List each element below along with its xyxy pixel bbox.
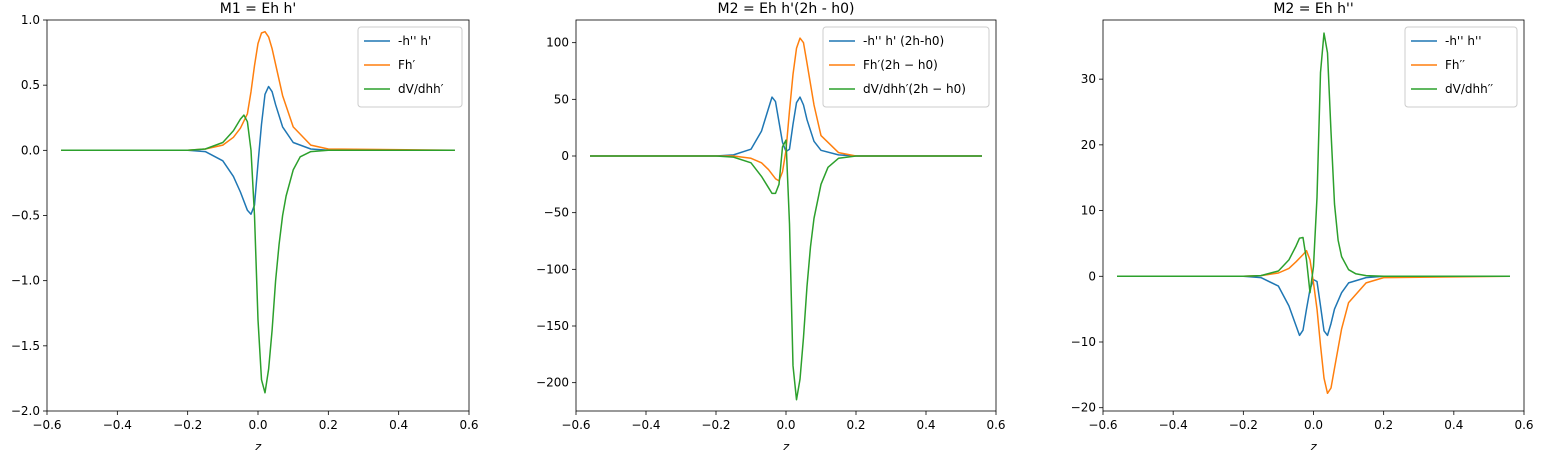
x-tick-label: −0.4 — [1159, 418, 1188, 432]
subplot-m2-2h-h0: M2 = Eh h'(2h - h0) −0.6 −0.4 −0.2 0.0 0.2 0.4… — [536, 1, 1006, 450]
x-axis-label: z — [1309, 440, 1317, 450]
subplot-m1: M1 = Eh h' −0.6 −0.4 −0.2 0.0 0.2 0.4 0.6 −2.0 −1… — [11, 1, 479, 450]
legend-box — [822, 26, 990, 108]
x-tick-label: −0.6 — [1088, 418, 1117, 432]
chart-title: M1 = Eh h' — [220, 1, 297, 17]
series-line-0 — [590, 96, 982, 157]
legend-label: dV/dhh′′ — [1445, 82, 1493, 96]
x-tick-label: 0.0 — [776, 418, 795, 432]
subplot-m2-hpp: M2 = Eh h'' −0.6 −0.4 −0.2 0.0 0.2 0.4 0.6 −20 −1… — [1071, 1, 1534, 450]
y-tick-label: −1.5 — [11, 339, 40, 353]
series-line-2 — [61, 114, 455, 394]
y-tick-label: 10 — [1081, 204, 1096, 218]
legend-label: -h'' h' (2h-h0) — [863, 34, 944, 48]
y-tick-label: −10 — [1071, 335, 1096, 349]
series-line-1 — [61, 30, 455, 152]
legend-box — [357, 26, 463, 108]
series-line-2 — [590, 139, 982, 401]
series-line-1 — [590, 37, 982, 182]
legend-label: -h'' h' — [398, 34, 431, 48]
x-tick-label: 0.2 — [846, 418, 865, 432]
legend: -h'' h' Fh′ dV/dhh′ — [357, 26, 463, 108]
x-tick-label: −0.2 — [1229, 418, 1258, 432]
x-tick-label: −0.4 — [631, 418, 660, 432]
x-tick-label: 0.4 — [389, 418, 408, 432]
chart-title: M2 = Eh h'(2h - h0) — [718, 1, 855, 17]
x-tick-label: −0.6 — [32, 418, 61, 432]
plot-frame — [1102, 19, 1525, 412]
series-line-0 — [1117, 275, 1510, 337]
x-tick-label: 0.6 — [986, 418, 1005, 432]
y-tick-label: −1.0 — [11, 274, 40, 288]
y-tick-label: −200 — [536, 376, 569, 390]
x-tick-label: 0.0 — [248, 418, 267, 432]
y-tick-label: 0.0 — [21, 143, 40, 157]
legend-label: dV/dhh′(2h − h0) — [863, 82, 966, 96]
y-tick-label: 20 — [1081, 138, 1096, 152]
x-tick-label: 0.0 — [1304, 418, 1323, 432]
y-tick-label: 1.0 — [21, 13, 40, 27]
series-line-2 — [1117, 32, 1510, 294]
legend-box — [1404, 26, 1518, 108]
x-tick-label: −0.2 — [701, 418, 730, 432]
y-tick-label: −50 — [544, 206, 569, 220]
x-tick-label: 0.6 — [1514, 418, 1533, 432]
chart-title: M2 = Eh h'' — [1273, 1, 1353, 17]
x-tick-label: 0.2 — [1374, 418, 1393, 432]
x-tick-label: 0.2 — [319, 418, 338, 432]
y-tick-label: −100 — [536, 262, 569, 276]
series-line-0 — [61, 85, 455, 215]
x-axis-label: z — [782, 440, 790, 450]
x-tick-label: −0.2 — [173, 418, 202, 432]
legend: -h'' h'' Fh′′ dV/dhh′′ — [1404, 26, 1518, 108]
y-tick-label: 0 — [1088, 269, 1096, 283]
plot-frame — [575, 19, 997, 412]
legend: -h'' h' (2h-h0) Fh′(2h − h0) dV/dhh′(2h − … — [822, 26, 990, 108]
x-axis-label: z — [254, 440, 262, 450]
legend-label: dV/dhh′ — [398, 82, 444, 96]
y-tick-label: 100 — [546, 36, 569, 50]
legend-label: Fh′′ — [1445, 58, 1465, 72]
legend-label: Fh′ — [398, 58, 416, 72]
y-tick-label: 0.5 — [21, 78, 40, 92]
x-tick-label: −0.6 — [561, 418, 590, 432]
y-tick-label: −2.0 — [11, 404, 40, 418]
x-tick-label: 0.4 — [1444, 418, 1463, 432]
x-tick-label: 0.4 — [916, 418, 935, 432]
legend-label: -h'' h'' — [1445, 34, 1482, 48]
y-tick-label: −20 — [1071, 401, 1096, 415]
series-line-1 — [1117, 249, 1511, 395]
y-tick-label: −0.5 — [11, 209, 40, 223]
legend-label: Fh′(2h − h0) — [863, 58, 938, 72]
x-tick-label: −0.4 — [103, 418, 132, 432]
y-tick-label: 50 — [554, 92, 569, 106]
plot-frame — [46, 19, 470, 412]
y-tick-label: −150 — [536, 319, 569, 333]
y-tick-label: 0 — [561, 149, 569, 163]
x-tick-label: 0.6 — [459, 418, 478, 432]
y-tick-label: 30 — [1081, 72, 1096, 86]
